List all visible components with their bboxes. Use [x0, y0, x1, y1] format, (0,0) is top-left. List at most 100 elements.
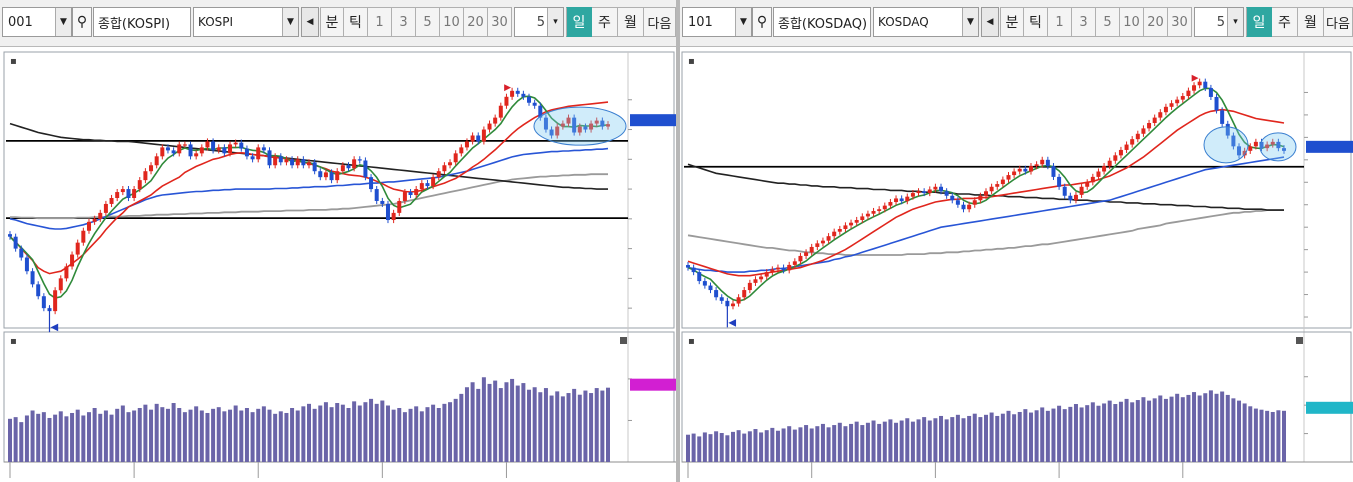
index-dropdown-icon[interactable]: ▼ — [962, 8, 978, 36]
volume-bar — [1265, 410, 1270, 462]
volume-bar — [352, 401, 357, 462]
timeframe-day[interactable]: 일 — [1246, 7, 1272, 37]
candle-body — [98, 212, 103, 219]
period-5[interactable]: 5 — [1096, 7, 1120, 37]
stock-code-input[interactable]: 101 ▼ — [682, 7, 752, 37]
volume-bar — [719, 433, 724, 462]
volume-bar — [600, 390, 605, 462]
volume-bar — [188, 409, 193, 462]
candle-body — [1062, 186, 1067, 196]
market-name-field[interactable]: 종합(KOSPI) — [93, 7, 191, 37]
candle-body — [143, 171, 148, 181]
candle-body — [419, 183, 424, 190]
candle-body — [261, 147, 266, 151]
panel-divider[interactable] — [676, 0, 680, 482]
stock-code-input[interactable]: 001 ▼ — [2, 7, 72, 37]
count-value: 5 — [536, 14, 545, 30]
period-tick[interactable]: 틱 — [344, 7, 368, 37]
stock-code-value: 001 — [8, 14, 33, 30]
volume-bar — [41, 412, 46, 462]
timeframe-week[interactable]: 주 — [592, 7, 618, 37]
volume-bar — [1118, 401, 1123, 462]
period-1[interactable]: 1 — [368, 7, 392, 37]
volume-bar — [290, 408, 295, 462]
volume-bar — [905, 418, 910, 462]
period-20[interactable]: 20 — [1144, 7, 1168, 37]
candle-body — [594, 120, 599, 124]
prev-button[interactable]: ◀ — [981, 7, 999, 37]
index-dropdown-icon[interactable]: ▼ — [282, 8, 298, 36]
period-tick[interactable]: 틱 — [1024, 7, 1048, 37]
count-dropdown-icon[interactable]: ▾ — [547, 8, 563, 36]
period-3[interactable]: 3 — [1072, 7, 1096, 37]
period-10[interactable]: 10 — [1120, 7, 1144, 37]
period-10[interactable]: 10 — [440, 7, 464, 37]
candle-body — [504, 96, 509, 106]
candle-body — [86, 221, 91, 231]
period-20[interactable]: 20 — [464, 7, 488, 37]
period-1[interactable]: 1 — [1048, 7, 1072, 37]
timeframe-week[interactable]: 주 — [1272, 7, 1298, 37]
volume-bar — [385, 405, 390, 462]
volume-bar — [691, 433, 696, 462]
candle-body — [81, 230, 86, 243]
timeframe-day[interactable]: 일 — [566, 7, 592, 37]
chart-toolbar: 101 ▼ ⚲ 종합(KOSDAQ) KOSDAQ ▼ ◀ 분 틱 1 3 5 … — [680, 0, 1353, 47]
volume-bar — [543, 388, 548, 462]
search-button[interactable]: ⚲ — [752, 7, 772, 37]
volume-bar — [961, 418, 966, 462]
code-dropdown-icon[interactable]: ▼ — [735, 8, 751, 36]
volume-bar — [1152, 398, 1157, 462]
chart-toolbar: 001 ▼ ⚲ 종합(KOSPI) KOSPI ▼ ◀ 분 틱 1 3 5 10… — [0, 0, 676, 47]
timeframe-month[interactable]: 월 — [618, 7, 644, 37]
candle-body — [329, 172, 334, 181]
volume-bar — [98, 413, 103, 462]
count-input[interactable]: 5 ▾ — [1194, 7, 1244, 37]
volume-bar — [849, 423, 854, 462]
index-select[interactable]: KOSPI ▼ — [193, 7, 299, 37]
period-30[interactable]: 30 — [1168, 7, 1192, 37]
volume-bar — [532, 387, 537, 462]
market-name-field[interactable]: 종합(KOSDAQ) — [773, 7, 871, 37]
timeframe-month[interactable]: 월 — [1298, 7, 1324, 37]
volume-bar — [770, 427, 775, 462]
prev-button[interactable]: ◀ — [301, 7, 319, 37]
period-minute[interactable]: 분 — [320, 7, 344, 37]
volume-bar — [318, 405, 323, 462]
candle-body — [1073, 194, 1078, 201]
volume-bar — [877, 423, 882, 462]
candle-body — [781, 267, 786, 271]
candle-body — [431, 177, 436, 187]
volume-bar — [301, 406, 306, 462]
candle-body — [854, 220, 859, 223]
volume-bar — [1107, 400, 1112, 462]
count-dropdown-icon[interactable]: ▾ — [1227, 8, 1243, 36]
index-select[interactable]: KOSDAQ ▼ — [873, 7, 979, 37]
period-5[interactable]: 5 — [416, 7, 440, 37]
next-button[interactable]: 다음 — [644, 7, 676, 37]
volume-bar — [498, 388, 503, 462]
candle-body — [30, 271, 35, 285]
candle-body — [1102, 166, 1107, 172]
search-button[interactable]: ⚲ — [72, 7, 92, 37]
count-input[interactable]: 5 ▾ — [514, 7, 564, 37]
kospi-chart[interactable]: ▪ ▶ ◀ ▪ — [0, 0, 676, 482]
volume-bar — [340, 404, 345, 462]
code-dropdown-icon[interactable]: ▼ — [55, 8, 71, 36]
period-30[interactable]: 30 — [488, 7, 512, 37]
legend-square-icon: ▪ — [10, 56, 17, 67]
candle-body — [425, 183, 430, 187]
volume-bar — [967, 415, 972, 462]
candle-body — [775, 267, 780, 270]
candle-body — [13, 236, 18, 249]
volume-bar — [1208, 390, 1213, 462]
candle-body — [1175, 99, 1180, 104]
candle-body — [442, 165, 447, 172]
candle-body — [211, 141, 216, 151]
kosdaq-chart[interactable]: ▪ ▶ ◀ ▪ — [680, 0, 1353, 482]
volume-bar — [826, 427, 831, 462]
volume-bar — [239, 410, 244, 462]
period-minute[interactable]: 분 — [1000, 7, 1024, 37]
period-3[interactable]: 3 — [392, 7, 416, 37]
candle-body — [606, 124, 610, 127]
